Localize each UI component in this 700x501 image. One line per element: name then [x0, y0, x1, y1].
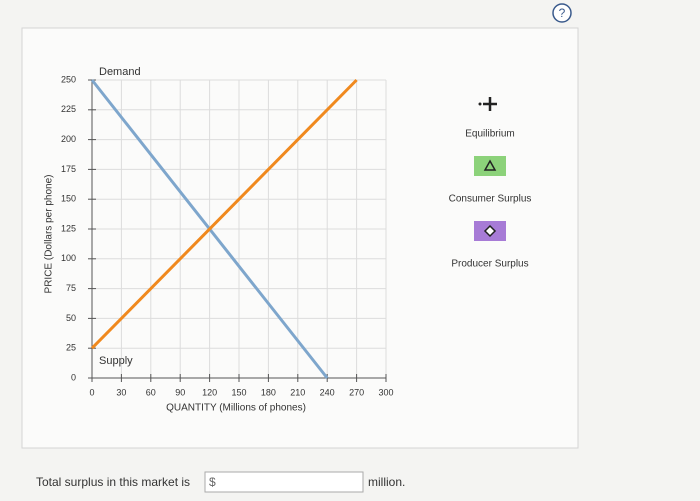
help-circle[interactable]	[552, 3, 572, 23]
footer-prompt: Total surplus in this market is	[36, 475, 190, 489]
series-label: Demand	[99, 66, 141, 78]
y-tick-label: 200	[61, 134, 76, 144]
x-tick-label: 0	[89, 387, 94, 397]
y-tick-label: 250	[61, 74, 76, 84]
tool-label[interactable]: Equilibrium	[465, 129, 514, 140]
y-tick-label: 0	[71, 372, 76, 382]
y-tick-label: 75	[66, 283, 76, 293]
y-tick-label: 25	[66, 343, 76, 353]
x-tick-label: 210	[290, 387, 305, 397]
icon-box[interactable]	[474, 156, 506, 176]
tool-producer-surplus[interactable]: Producer Surplus	[451, 221, 529, 270]
x-tick-label: 90	[175, 387, 185, 397]
y-tick-label: 150	[61, 194, 76, 204]
x-tick-label: 60	[146, 387, 156, 397]
y-tick-label: 125	[61, 223, 76, 233]
x-tick-label: 30	[116, 387, 126, 397]
currency: $	[209, 475, 216, 489]
y-tick-label: 100	[61, 253, 76, 263]
help-button[interactable]: ?	[552, 3, 572, 23]
tool-label[interactable]: Producer Surplus	[451, 259, 528, 270]
answer-input[interactable]	[204, 471, 364, 493]
x-tick-label: 150	[231, 387, 246, 397]
y-tick-label: 225	[61, 104, 76, 114]
icon-triangle[interactable]	[483, 159, 497, 171]
chart: 0 25 50 75 100 125 150 175 200 225 250 0 30 60 90 120 15…	[44, 66, 394, 414]
tool-equilibrium[interactable]: Equilibrium	[465, 97, 515, 140]
y-tick-label: 50	[66, 313, 76, 323]
tool-consumer-surplus[interactable]: Consumer Surplus	[449, 156, 532, 205]
x-tick-label: 240	[320, 387, 335, 397]
footer-unit: million.	[368, 475, 405, 489]
series-line	[90, 78, 358, 350]
x-tick-label: 300	[378, 387, 393, 397]
series-label: Supply	[99, 355, 133, 367]
y-tick-label: 175	[61, 164, 76, 174]
x-tick-label: 270	[349, 387, 364, 397]
x-tick-label: 120	[202, 387, 217, 397]
y-axis-label: PRICE (Dollars per phone)	[44, 175, 55, 294]
x-tick-label: 180	[261, 387, 276, 397]
x-axis-label: QUANTITY (Millions of phones)	[166, 403, 306, 414]
icon-dot[interactable]	[478, 102, 482, 106]
tool-label[interactable]: Consumer Surplus	[449, 194, 532, 205]
icon-diamond[interactable]	[483, 224, 497, 238]
icon-plus[interactable]	[483, 97, 497, 111]
help-text[interactable]: ?	[559, 6, 566, 20]
